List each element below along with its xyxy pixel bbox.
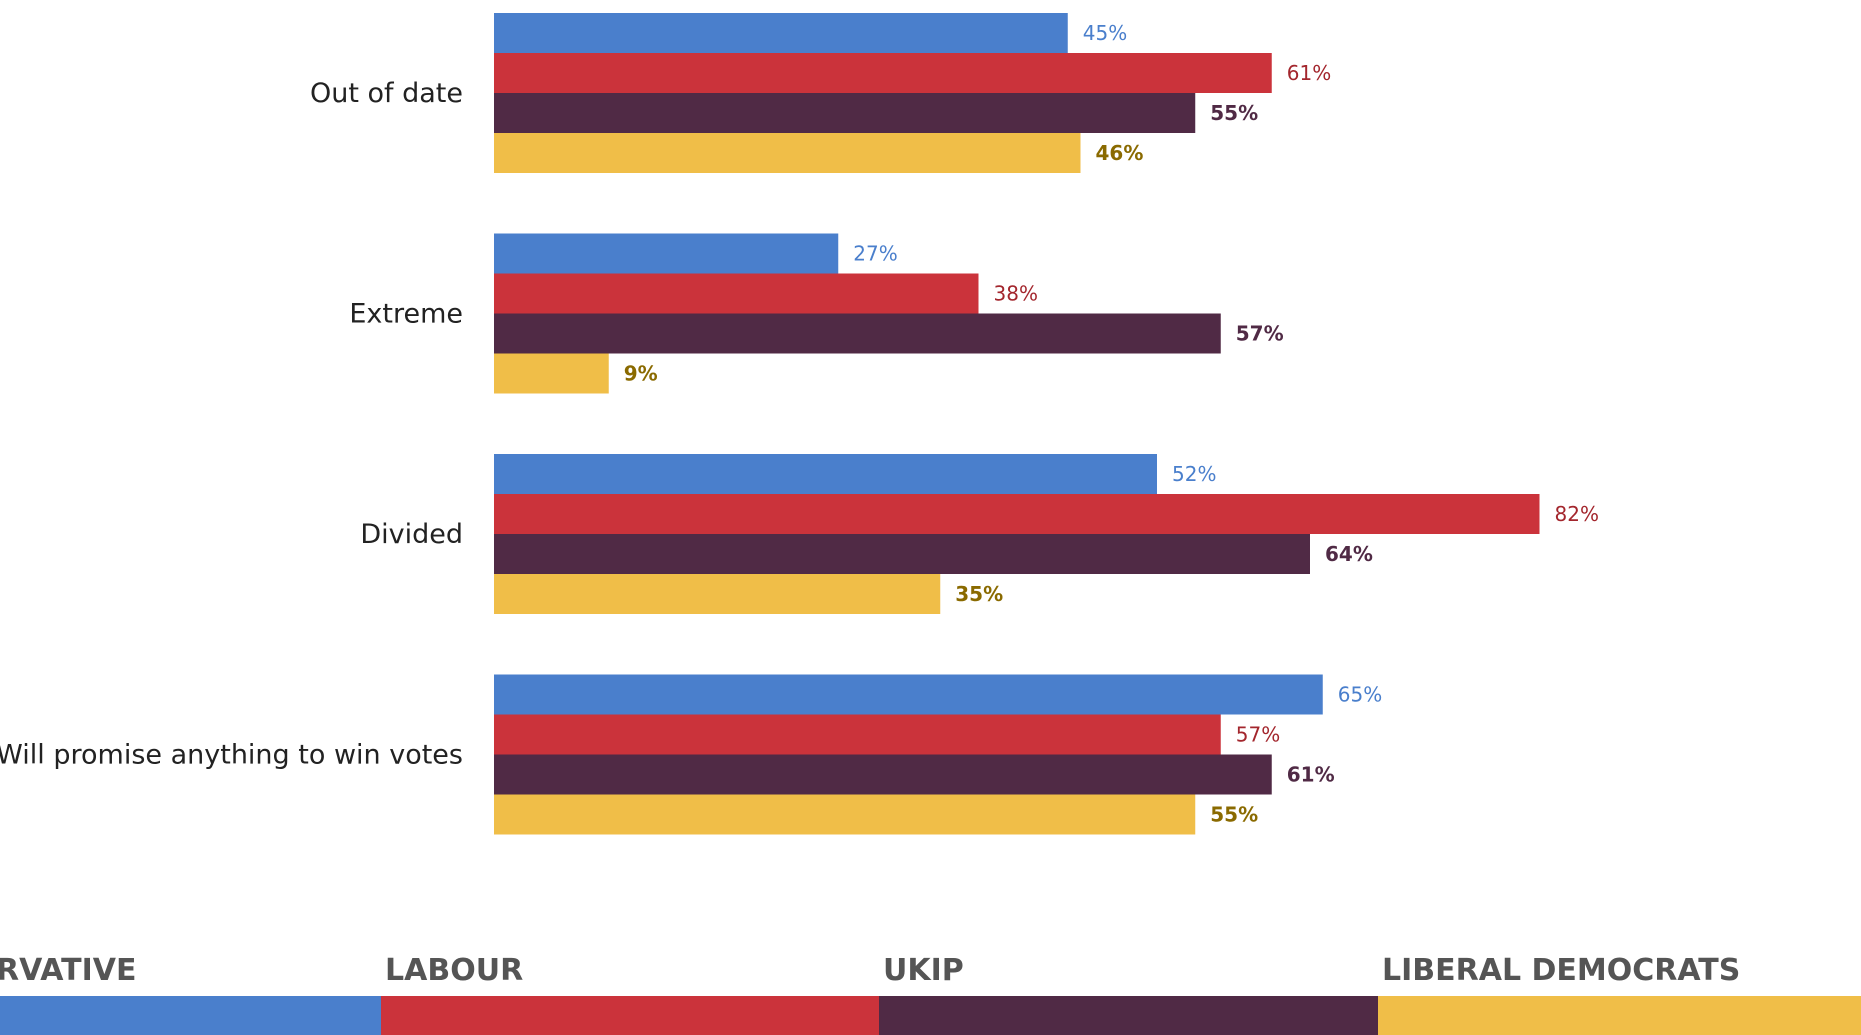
data-label-conservative-extreme: 27% <box>853 242 897 266</box>
legend-label-labour: LABOUR <box>385 953 524 988</box>
legend-swatch-conservative <box>0 996 381 1035</box>
data-label-liberal-democrats-extreme: 9% <box>624 362 658 386</box>
legend-item-labour: LABOUR <box>381 945 879 1035</box>
bar-conservative-extreme <box>494 233 839 274</box>
bar-liberal-democrats-extreme <box>494 353 609 394</box>
bar-liberal-democrats-divided <box>494 574 941 614</box>
data-label-ukip-divided: 64% <box>1325 542 1373 566</box>
bar-ukip-divided <box>494 534 1310 574</box>
bar-liberal-democrats-out-of-date <box>494 133 1081 173</box>
bar-labour-extreme <box>494 273 979 314</box>
category-label-extreme: Extreme <box>349 299 463 330</box>
bar-labour-divided <box>494 494 1540 534</box>
category-label-divided: Divided <box>360 519 463 550</box>
bar-ukip-will-promise-anything-to-win-votes <box>494 754 1272 795</box>
bar-liberal-democrats-will-promise-anything-to-win-votes <box>494 794 1196 835</box>
category-label-will-promise-anything-to-win-votes: Will promise anything to win votes <box>0 740 463 771</box>
bar-ukip-out-of-date <box>494 93 1196 133</box>
bar-conservative-out-of-date <box>494 13 1068 53</box>
legend-item-liberal-democrats: LIBERAL DEMOCRATS <box>1378 945 1861 1035</box>
data-label-conservative-will-promise-anything-to-win-votes: 65% <box>1338 683 1382 707</box>
bar-labour-out-of-date <box>494 53 1272 93</box>
legend: RVATIVE LABOUR UKIP LIBERAL DEMOCRATS <box>0 945 1861 1035</box>
data-label-labour-divided: 82% <box>1555 502 1599 526</box>
data-label-ukip-extreme: 57% <box>1236 322 1284 346</box>
legend-label-liberal-democrats: LIBERAL DEMOCRATS <box>1382 953 1741 988</box>
legend-swatch-labour <box>381 996 879 1035</box>
data-label-liberal-democrats-divided: 35% <box>955 582 1003 606</box>
data-label-ukip-will-promise-anything-to-win-votes: 61% <box>1287 763 1335 787</box>
legend-label-conservative: RVATIVE <box>0 953 137 988</box>
legend-item-conservative: RVATIVE <box>0 945 381 1035</box>
data-label-liberal-democrats-will-promise-anything-to-win-votes: 55% <box>1210 803 1258 827</box>
data-label-liberal-democrats-out-of-date: 46% <box>1096 141 1144 165</box>
bar-conservative-will-promise-anything-to-win-votes <box>494 674 1323 715</box>
bar-labour-will-promise-anything-to-win-votes <box>494 714 1221 755</box>
data-label-ukip-out-of-date: 55% <box>1210 101 1258 125</box>
legend-swatch-ukip <box>879 996 1378 1035</box>
data-label-conservative-divided: 52% <box>1172 462 1216 486</box>
bar-ukip-extreme <box>494 313 1221 354</box>
legend-label-ukip: UKIP <box>883 953 964 988</box>
legend-item-ukip: UKIP <box>879 945 1378 1035</box>
bar-conservative-divided <box>494 454 1157 494</box>
data-label-conservative-out-of-date: 45% <box>1083 21 1127 45</box>
bar-chart: Out of date 45% 61% 55% 46% Extreme 27% 38% 57% 9… <box>0 13 1599 835</box>
data-label-labour-extreme: 38% <box>994 282 1038 306</box>
legend-swatch-liberal-democrats <box>1378 996 1861 1035</box>
data-label-labour-out-of-date: 61% <box>1287 61 1331 85</box>
data-label-labour-will-promise-anything-to-win-votes: 57% <box>1236 723 1280 747</box>
category-label-out-of-date: Out of date <box>310 78 463 109</box>
